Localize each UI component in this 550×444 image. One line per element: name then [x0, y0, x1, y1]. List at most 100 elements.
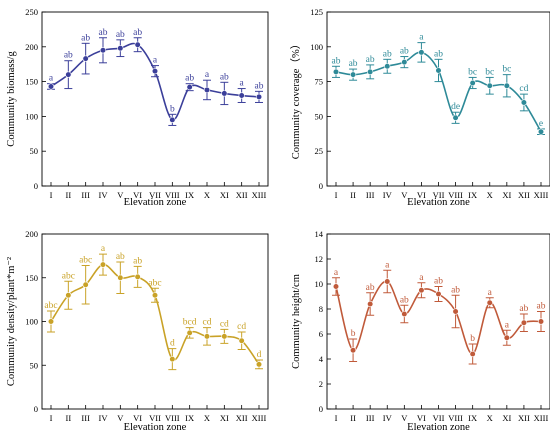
- y-tick-label: 10: [315, 279, 324, 289]
- x-tick-label: V: [401, 190, 408, 200]
- data-point: [349, 347, 357, 354]
- x-tick-label: VII: [149, 190, 161, 200]
- x-tick-label: III: [81, 190, 90, 200]
- x-tick-label: IV: [99, 190, 109, 200]
- y-tick-label: 0: [319, 404, 323, 414]
- y-tick-label: 8: [319, 304, 323, 314]
- significance-letter: a: [240, 79, 245, 89]
- significance-letter: b: [170, 104, 175, 114]
- significance-letter: d: [170, 339, 175, 349]
- x-tick-label: XI: [502, 413, 511, 423]
- data-point: [367, 300, 374, 308]
- significance-letter: ab: [451, 285, 460, 295]
- data-point: [65, 292, 72, 299]
- x-tick-label: III: [366, 413, 375, 423]
- significance-letter: ab: [366, 55, 375, 65]
- y-tick-label: 150: [25, 273, 38, 283]
- x-tick-label: VIII: [165, 413, 180, 423]
- data-point: [203, 333, 211, 340]
- x-tick-label: V: [117, 413, 124, 423]
- significance-letter: ab: [64, 51, 73, 61]
- data-point: [169, 116, 176, 123]
- y-tick-label: 50: [30, 146, 39, 156]
- significance-letter: ab: [185, 74, 194, 84]
- x-axis-title: Elevation zone: [124, 422, 187, 433]
- data-point: [99, 47, 107, 54]
- x-tick-label: VI: [133, 413, 142, 423]
- x-tick-label: VII: [149, 413, 161, 423]
- plot-frame: [326, 11, 550, 187]
- significance-letter: a: [101, 244, 106, 254]
- significance-letter: a: [505, 320, 510, 330]
- x-tick-label: XIII: [534, 190, 549, 200]
- data-point: [537, 318, 545, 325]
- significance-letter: b: [351, 329, 356, 339]
- data-point: [151, 292, 159, 299]
- x-axis-title: Elevation zone: [407, 197, 470, 208]
- x-tick-label: II: [350, 413, 356, 423]
- data-point: [367, 68, 374, 75]
- data-point: [255, 93, 263, 101]
- data-point: [221, 90, 228, 97]
- data-point: [47, 318, 55, 325]
- x-tick-label: VII: [433, 190, 445, 200]
- data-point: [452, 308, 459, 315]
- significance-letter: abc: [79, 256, 92, 266]
- y-tick-label: 200: [25, 229, 38, 239]
- significance-letter: a: [205, 70, 210, 80]
- x-tick-label: I: [335, 190, 338, 200]
- data-point: [520, 99, 528, 106]
- significance-letter: ab: [519, 304, 528, 314]
- y-tick-label: 0: [319, 181, 323, 191]
- data-point: [401, 310, 408, 318]
- plot-frame: [326, 233, 550, 410]
- significance-letter: b: [470, 334, 475, 344]
- data-point: [503, 334, 510, 341]
- data-point: [151, 68, 159, 75]
- data-point: [384, 63, 391, 70]
- significance-letter: ab: [220, 72, 229, 82]
- data-point: [238, 337, 245, 344]
- y-tick-label: 6: [319, 329, 323, 339]
- data-point: [82, 281, 89, 288]
- significance-letter: abc: [148, 278, 161, 288]
- significance-letter: ab: [133, 28, 142, 38]
- x-tick-label: III: [366, 190, 375, 200]
- significance-letter: a: [334, 268, 339, 278]
- x-tick-label: V: [401, 413, 408, 423]
- x-tick-label: I: [50, 190, 53, 200]
- significance-letter: cd: [519, 84, 528, 94]
- x-tick-label: II: [65, 190, 71, 200]
- y-tick-label: 75: [315, 77, 324, 87]
- significance-letter: a: [488, 288, 493, 298]
- significance-letter: bc: [502, 65, 511, 75]
- data-point: [469, 350, 476, 358]
- x-tick-label: XIII: [252, 190, 267, 200]
- significance-letter: ab: [99, 28, 108, 38]
- data-point: [418, 287, 425, 294]
- data-point: [435, 290, 442, 298]
- x-tick-label: IV: [383, 190, 393, 200]
- data-point: [134, 273, 141, 280]
- data-point: [486, 82, 493, 89]
- significance-letter: ab: [434, 49, 443, 59]
- significance-letter: ab: [400, 47, 409, 57]
- x-tick-label: IV: [99, 413, 109, 423]
- y-axis-title: Community height/cm: [291, 274, 302, 369]
- significance-letter: ab: [255, 81, 264, 91]
- significance-letter: e: [539, 119, 543, 129]
- significance-letter: ab: [81, 33, 90, 43]
- x-tick-label: X: [487, 190, 493, 200]
- significance-letter: cd: [237, 322, 246, 332]
- x-tick-label: XII: [518, 413, 530, 423]
- y-tick-label: 50: [315, 111, 324, 121]
- significance-letter: bc: [468, 67, 477, 77]
- y-tick-label: 100: [25, 317, 38, 327]
- x-tick-label: II: [350, 190, 356, 200]
- plot-frame: [41, 233, 269, 410]
- data-point: [47, 83, 55, 90]
- data-point: [435, 67, 442, 74]
- x-tick-label: XIII: [252, 413, 267, 423]
